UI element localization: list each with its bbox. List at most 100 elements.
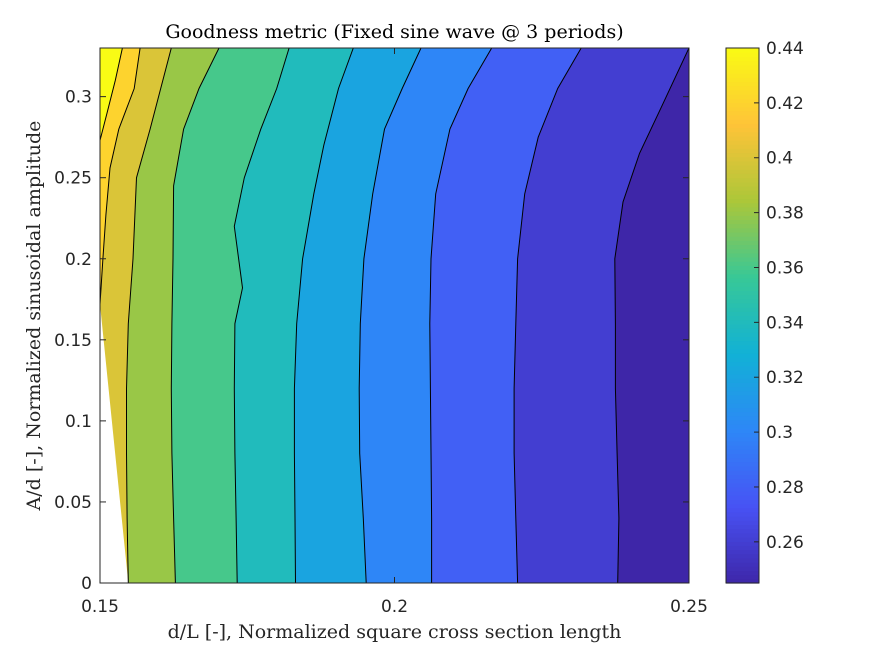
- colorbar-segment: [726, 557, 759, 563]
- colorbar-segment: [726, 85, 759, 91]
- colorbar-segment: [726, 499, 759, 505]
- colorbar-segment: [726, 68, 759, 74]
- contour-line: [614, 48, 689, 583]
- x-tick-label: 0.25: [670, 597, 708, 617]
- y-axis: 0 0.05 0.1 0.15 0.2 0.25 0.3: [54, 88, 689, 594]
- colorbar-segment: [726, 357, 759, 363]
- colorbar-segment: [726, 139, 759, 145]
- colorbar-segment: [726, 231, 759, 237]
- colorbar-segment: [726, 131, 759, 137]
- y-axis-label: A/d [-], Normalized sinusoidal amplitude: [23, 121, 45, 512]
- colorbar-segment: [726, 566, 759, 572]
- colorbar-segment: [726, 403, 759, 409]
- colorbar-segment: [726, 394, 759, 400]
- colorbar-segment: [726, 511, 759, 517]
- colorbar-segment: [726, 465, 759, 471]
- colorbar-segment: [726, 144, 759, 149]
- colorbar-segment: [726, 344, 759, 350]
- colorbar-segment: [726, 532, 759, 538]
- contour-band: [100, 48, 123, 583]
- colorbar-segment: [726, 311, 759, 317]
- colorbar-segment: [726, 348, 759, 354]
- contour-line: [100, 48, 123, 141]
- colorbar-segment: [726, 110, 759, 116]
- colorbar-segment: [726, 428, 759, 434]
- colorbar-tick-label: 0.38: [766, 204, 804, 224]
- colorbar-segment: [726, 277, 759, 283]
- colorbar-segment: [726, 332, 759, 337]
- colorbar-tick-label: 0.44: [766, 39, 804, 59]
- colorbar-segment: [726, 553, 759, 559]
- colorbar-segment: [726, 457, 759, 463]
- colorbar-segment: [726, 123, 759, 129]
- colorbar-segment: [726, 503, 759, 509]
- colorbar-tick-label: 0.34: [766, 313, 804, 333]
- colorbar-segment: [726, 486, 759, 492]
- y-tick-label: 0.15: [54, 331, 92, 351]
- colorbar-segment: [726, 98, 759, 103]
- contour-line: [358, 48, 422, 583]
- colorbar-segment: [726, 453, 759, 459]
- colorbar-segment: [726, 319, 759, 325]
- colorbar-segment: [726, 524, 759, 530]
- y-tick-label: 0.05: [54, 493, 92, 513]
- colorbar-segment: [726, 436, 759, 442]
- colorbar-segment: [726, 127, 759, 133]
- colorbar: 0.26 0.28 0.3 0.32 0.34 0.36 0.38 0.4 0.42 0.44: [725, 39, 804, 584]
- y-tick-label: 0.1: [65, 412, 92, 432]
- colorbar-segment: [726, 399, 759, 404]
- colorbar-tick-label: 0.4: [766, 149, 793, 169]
- colorbar-segment: [726, 202, 759, 208]
- colorbar-segment: [726, 369, 759, 375]
- colorbar-segment: [726, 365, 759, 371]
- colorbar-segment: [726, 77, 759, 83]
- colorbar-segment: [726, 482, 759, 488]
- colorbar-segment: [726, 244, 759, 250]
- colorbar-segment: [726, 411, 759, 417]
- colorbar-segment: [726, 165, 759, 170]
- colorbar-segment: [726, 507, 759, 513]
- colorbar-segment: [726, 73, 759, 78]
- colorbar-segment: [726, 307, 759, 312]
- contour-lines: [100, 48, 689, 583]
- colorbar-segment: [726, 102, 759, 108]
- colorbar-segment: [726, 160, 759, 166]
- colorbar-segment: [726, 549, 759, 555]
- y-tick-label: 0.2: [65, 250, 92, 270]
- colorbar-segment: [726, 562, 759, 567]
- contour-band: [359, 48, 492, 583]
- contour-band: [429, 48, 582, 583]
- colorbar-segment: [726, 361, 759, 367]
- colorbar-segment: [726, 240, 759, 246]
- colorbar-frame: [725, 47, 760, 584]
- colorbar-segment: [726, 81, 759, 87]
- colorbar-segment: [726, 340, 759, 346]
- colorbar-segment: [726, 198, 759, 204]
- colorbar-segment: [726, 470, 759, 475]
- contour-line: [170, 48, 220, 583]
- colorbar-segment: [726, 93, 759, 99]
- contour-line: [126, 48, 172, 583]
- contour-band: [614, 48, 689, 583]
- colorbar-segment: [726, 574, 759, 580]
- colorbar-segment: [726, 273, 759, 279]
- contour-line: [429, 48, 493, 583]
- colorbar-segment: [726, 419, 759, 425]
- colorbar-segment: [726, 173, 759, 179]
- colorbar-segment: [726, 445, 759, 450]
- colorbar-segment: [726, 215, 759, 220]
- colorbar-segment: [726, 265, 759, 271]
- colorbar-segment: [726, 474, 759, 480]
- colorbar-segment: [726, 190, 759, 195]
- colorbar-segment: [726, 432, 759, 438]
- colorbar-segment: [726, 211, 759, 216]
- y-tick-label: 0.3: [65, 88, 92, 108]
- colorbar-segment: [726, 119, 759, 124]
- y-tick-label: 0.25: [54, 169, 92, 189]
- colorbar-segment: [726, 148, 759, 154]
- colorbar-segment: [726, 374, 759, 379]
- colorbar-segment: [726, 516, 759, 521]
- y-tick-label: 0: [81, 574, 92, 594]
- colorbar-segment: [726, 169, 759, 174]
- chart-title: Goodness metric (Fixed sine wave @ 3 per…: [165, 21, 623, 43]
